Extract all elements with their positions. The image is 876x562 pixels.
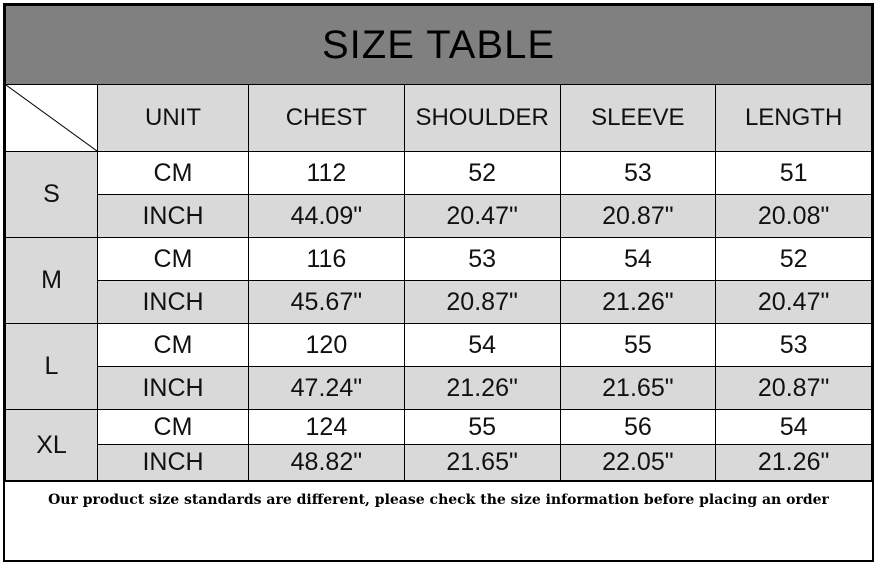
value-cell-sleeve: 54 xyxy=(559,237,717,281)
value-cell-sleeve: 21.26" xyxy=(559,280,717,324)
value-cell-shoulder: 52 xyxy=(403,151,561,195)
value-cell-chest: 48.82" xyxy=(248,444,405,481)
value-cell-chest: 112 xyxy=(248,151,405,195)
table-row: INCH 47.24" 21.26" 21.65" 20.87" xyxy=(6,366,872,410)
value-cell-sleeve: 55 xyxy=(559,323,717,367)
table-row: S CM 112 52 53 51 xyxy=(5,151,872,238)
value-cell-length: 20.47" xyxy=(715,280,872,324)
size-table: SIZE TABLE UNIT CHEST SHOULDER SLEEVE LENGTH… xyxy=(5,5,872,481)
unit-cell: CM xyxy=(97,237,249,281)
table-row: INCH 44.09" 20.47" 20.87" 20.08" xyxy=(6,194,872,238)
column-header-chest: CHEST xyxy=(248,84,405,152)
value-cell-length: 21.26" xyxy=(715,444,872,481)
value-cell-shoulder: 21.65" xyxy=(403,444,561,481)
value-cell-chest: 45.67" xyxy=(248,280,405,324)
value-cell-sleeve: 22.05" xyxy=(559,444,717,481)
unit-cell: INCH xyxy=(97,280,249,324)
size-label: XL xyxy=(5,409,98,481)
header-row: UNIT CHEST SHOULDER SLEEVE LENGTH xyxy=(5,84,872,152)
unit-cell: CM xyxy=(97,409,249,445)
value-cell-length: 52 xyxy=(715,237,872,281)
value-cell-length: 51 xyxy=(715,151,872,195)
value-cell-chest: 124 xyxy=(248,409,405,445)
value-cell-length: 54 xyxy=(715,409,872,445)
unit-cell: INCH xyxy=(97,366,249,410)
unit-cell: CM xyxy=(97,151,249,195)
value-cell-chest: 44.09" xyxy=(248,194,405,238)
value-cell-shoulder: 53 xyxy=(403,237,561,281)
value-cell-sleeve: 56 xyxy=(559,409,717,445)
table-row: INCH 48.82" 21.65" 22.05" 21.26" xyxy=(6,444,872,481)
value-cell-shoulder: 20.47" xyxy=(403,194,561,238)
value-cell-sleeve: 20.87" xyxy=(559,194,717,238)
table-row: M CM 116 53 54 52 xyxy=(5,237,872,324)
value-cell-shoulder: 54 xyxy=(403,323,561,367)
unit-cell: CM xyxy=(97,323,249,367)
value-cell-chest: 47.24" xyxy=(248,366,405,410)
column-header-unit: UNIT xyxy=(97,84,249,152)
table-row: XL CM 124 55 56 54 xyxy=(5,409,872,481)
column-header-length: LENGTH xyxy=(715,84,872,152)
size-label: S xyxy=(5,151,98,238)
value-cell-shoulder: 20.87" xyxy=(403,280,561,324)
value-cell-shoulder: 55 xyxy=(403,409,561,445)
value-cell-length: 20.08" xyxy=(715,194,872,238)
column-header-shoulder: SHOULDER xyxy=(403,84,561,152)
size-table-container: SIZE TABLE UNIT CHEST SHOULDER SLEEVE LENGTH… xyxy=(3,3,874,562)
value-cell-chest: 116 xyxy=(248,237,405,281)
table-row: L CM 120 54 55 53 xyxy=(5,323,872,410)
value-cell-shoulder: 21.26" xyxy=(403,366,561,410)
value-cell-length: 53 xyxy=(715,323,872,367)
size-label: M xyxy=(5,237,98,324)
unit-cell: INCH xyxy=(97,444,249,481)
value-cell-length: 20.87" xyxy=(715,366,872,410)
value-cell-sleeve: 21.65" xyxy=(559,366,717,410)
size-label: L xyxy=(5,323,98,410)
table-title: SIZE TABLE xyxy=(5,5,872,85)
column-header-sleeve: SLEEVE xyxy=(559,84,717,152)
value-cell-sleeve: 53 xyxy=(559,151,717,195)
diagonal-corner-cell xyxy=(5,84,98,152)
size-note: Our product size standards are different… xyxy=(5,481,872,560)
unit-cell: INCH xyxy=(97,194,249,238)
value-cell-chest: 120 xyxy=(248,323,405,367)
table-row: INCH 45.67" 20.87" 21.26" 20.47" xyxy=(6,280,872,324)
